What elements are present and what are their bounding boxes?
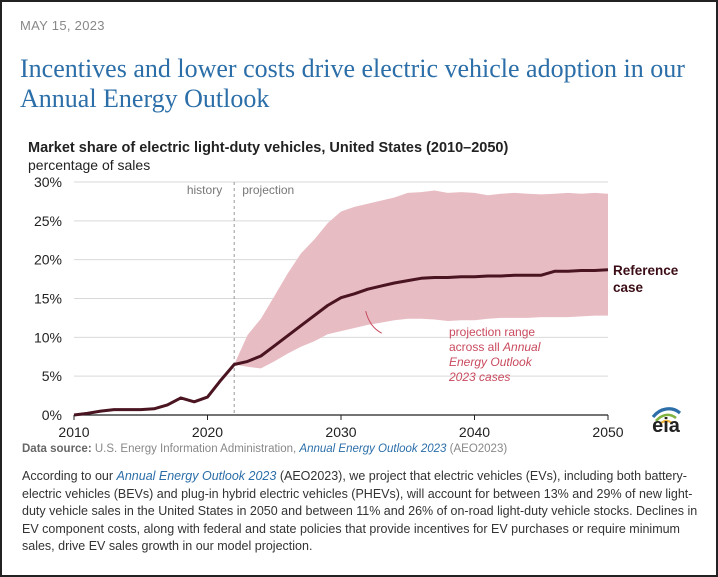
history-label: history: [187, 183, 222, 197]
x-tick-label: 2050: [592, 424, 623, 440]
eia-logo-text: eia: [652, 415, 681, 437]
y-axis-ticks: 0% 5% 10% 15% 20% 25% 30%: [34, 174, 62, 423]
article-body: According to our Annual Energy Outlook 2…: [22, 468, 700, 556]
reference-case-line: [73, 268, 609, 417]
y-tick-label: 5%: [42, 368, 62, 384]
y-tick-label: 25%: [34, 213, 62, 229]
x-tick-label: 2040: [459, 424, 490, 440]
reference-case-label: Reference case: [613, 263, 679, 295]
y-tick-label: 0%: [42, 407, 62, 423]
x-axis-ticks: 2010 2020 2030 2040 2050: [58, 415, 624, 440]
chart-y-axis-label: percentage of sales: [28, 157, 151, 173]
y-tick-label: 15%: [34, 291, 62, 307]
body-aeo-link[interactable]: Annual Energy Outlook 2023: [116, 469, 277, 483]
data-source: Data source: U.S. Energy Information Adm…: [22, 443, 507, 455]
data-source-suffix: (AEO2023): [446, 443, 508, 455]
projection-label: projection: [242, 183, 294, 197]
eia-logo[interactable]: eia: [651, 407, 682, 437]
x-tick-label: 2030: [325, 424, 356, 440]
publish-date: MAY 15, 2023: [20, 18, 105, 33]
data-source-text: U.S. Energy Information Administration,: [91, 443, 300, 455]
body-text-rest: (AEO2023), we project that electric vehi…: [22, 469, 698, 553]
x-tick-label: 2010: [58, 424, 89, 440]
projection-range-leader: [365, 311, 382, 334]
headline[interactable]: Incentives and lower costs drive electri…: [20, 54, 685, 113]
reference-case-label-line: case: [613, 280, 644, 295]
body-text-start: According to our: [22, 469, 117, 483]
data-source-link[interactable]: Annual Energy Outlook 2023: [299, 443, 447, 455]
y-tick-label: 20%: [34, 252, 62, 268]
chart-title: Market share of electric light-duty vehi…: [28, 140, 509, 156]
y-tick-label: 30%: [34, 174, 62, 190]
projection-range-label: projection range across all Annual Energy …: [448, 325, 541, 384]
y-tick-label: 10%: [34, 329, 62, 345]
x-tick-label: 2020: [192, 424, 223, 440]
data-source-label: Data source:: [22, 443, 92, 455]
reference-case-label-line: Reference: [613, 263, 679, 278]
